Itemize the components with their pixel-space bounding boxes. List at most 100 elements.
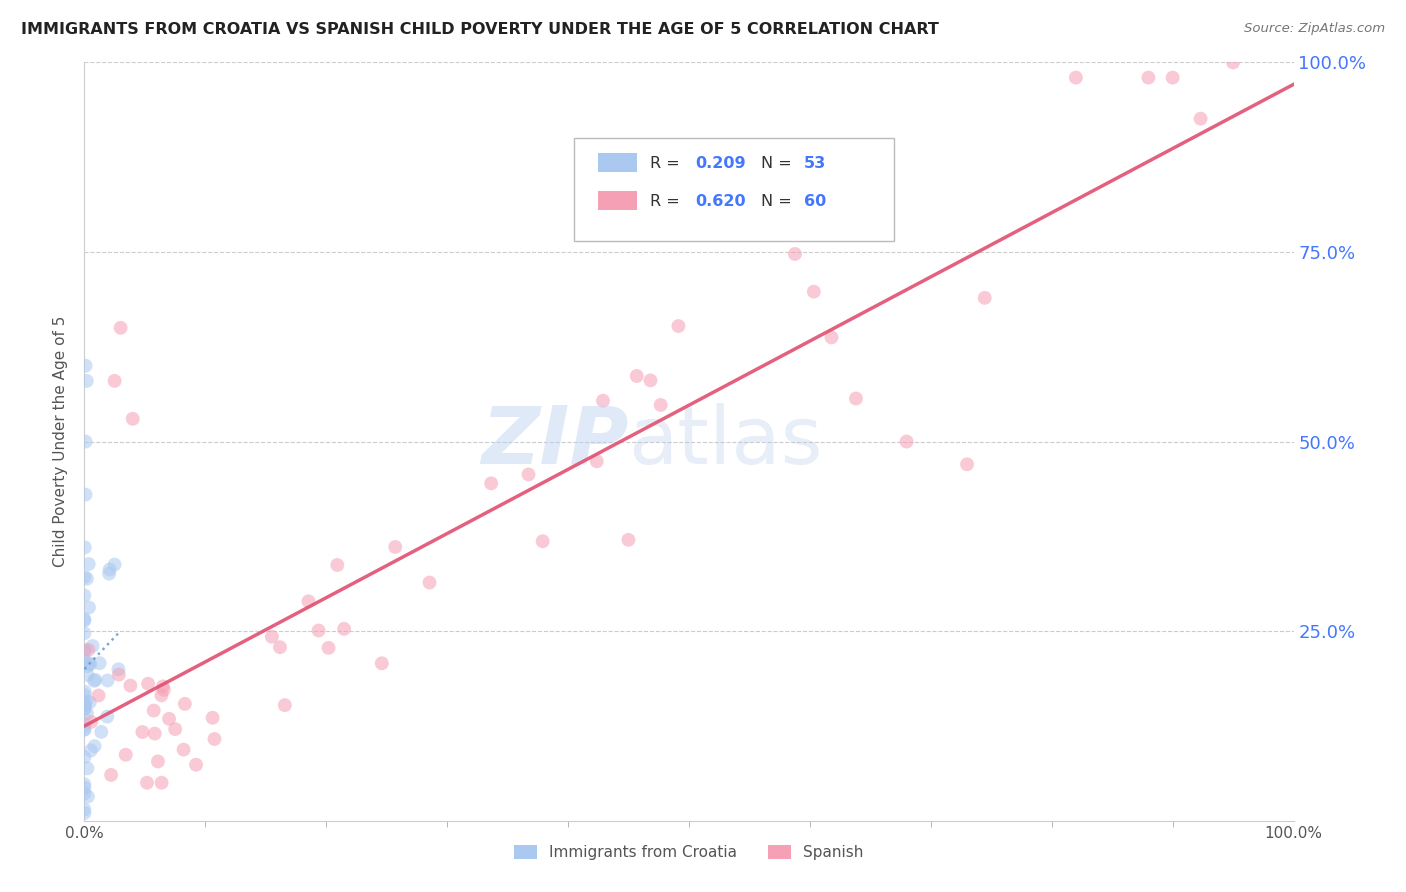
Point xyxy=(108,667,131,681)
Point xyxy=(121,412,143,426)
Point xyxy=(333,622,356,636)
Point xyxy=(75,698,97,713)
Point xyxy=(73,723,96,737)
Text: ZIP: ZIP xyxy=(481,402,628,481)
Point xyxy=(77,657,100,671)
Point xyxy=(585,454,607,468)
Point xyxy=(73,802,96,816)
Text: 0.209: 0.209 xyxy=(695,156,745,170)
FancyBboxPatch shape xyxy=(574,138,894,241)
Point xyxy=(110,320,132,334)
Point xyxy=(73,614,96,628)
Point xyxy=(531,534,554,549)
Point xyxy=(73,612,96,626)
Point xyxy=(371,657,394,671)
Point xyxy=(592,393,614,408)
Point xyxy=(75,359,97,373)
Point xyxy=(820,330,842,344)
Point xyxy=(269,640,291,655)
Point xyxy=(80,714,103,729)
Point xyxy=(75,694,97,708)
Point xyxy=(76,572,98,586)
Point xyxy=(146,755,169,769)
Point xyxy=(73,589,96,603)
Point xyxy=(97,673,120,688)
Point xyxy=(96,709,118,723)
Point xyxy=(90,725,112,739)
Point xyxy=(1222,55,1244,70)
Point xyxy=(1064,70,1087,85)
Point xyxy=(150,776,173,790)
Text: 0.620: 0.620 xyxy=(695,194,745,209)
Point xyxy=(79,695,101,709)
Point xyxy=(98,562,121,576)
Text: IMMIGRANTS FROM CROATIA VS SPANISH CHILD POVERTY UNDER THE AGE OF 5 CORRELATION : IMMIGRANTS FROM CROATIA VS SPANISH CHILD… xyxy=(21,22,939,37)
Point xyxy=(668,319,690,334)
Text: 60: 60 xyxy=(804,194,827,209)
Point xyxy=(73,541,96,555)
Point xyxy=(73,780,96,795)
Point xyxy=(107,662,129,676)
Point xyxy=(84,673,107,687)
Point xyxy=(73,645,96,659)
Point xyxy=(297,594,319,608)
Point xyxy=(73,777,96,791)
Point xyxy=(76,789,98,804)
Point xyxy=(308,624,330,638)
Point xyxy=(73,570,96,584)
Point xyxy=(1189,112,1212,126)
Point xyxy=(201,711,224,725)
Point xyxy=(83,739,105,753)
Point xyxy=(73,697,96,711)
Point xyxy=(1137,70,1160,85)
Point xyxy=(517,467,540,482)
Point xyxy=(650,398,672,412)
Point xyxy=(76,659,98,673)
Point xyxy=(131,725,153,739)
Point xyxy=(104,558,127,572)
Point xyxy=(76,761,98,775)
Point xyxy=(73,688,96,702)
Point xyxy=(79,657,101,672)
Text: R =: R = xyxy=(650,194,685,209)
Point xyxy=(326,558,349,572)
Text: 53: 53 xyxy=(804,156,827,170)
Text: atlas: atlas xyxy=(628,402,823,481)
FancyBboxPatch shape xyxy=(599,191,637,211)
Point xyxy=(783,247,806,261)
Point xyxy=(89,656,111,670)
Point xyxy=(626,369,648,384)
Point xyxy=(184,757,207,772)
Point xyxy=(87,689,110,703)
Point xyxy=(100,768,122,782)
Point xyxy=(1161,70,1184,85)
Point xyxy=(73,654,96,668)
Point xyxy=(803,285,825,299)
Point xyxy=(274,698,297,713)
Point xyxy=(75,434,97,449)
Point xyxy=(152,679,174,693)
Point xyxy=(640,373,662,387)
Point xyxy=(173,697,195,711)
Point xyxy=(73,626,96,640)
Point xyxy=(73,750,96,764)
Y-axis label: Child Poverty Under the Age of 5: Child Poverty Under the Age of 5 xyxy=(53,316,69,567)
Point xyxy=(153,682,176,697)
Point xyxy=(142,704,165,718)
Point xyxy=(617,533,640,547)
Text: R =: R = xyxy=(650,156,685,170)
Point xyxy=(956,458,979,472)
Point xyxy=(318,640,340,655)
Point xyxy=(173,742,195,756)
Point xyxy=(73,787,96,801)
Point xyxy=(260,630,283,644)
Point xyxy=(73,685,96,699)
Point xyxy=(73,717,96,731)
Point xyxy=(77,600,100,615)
Point xyxy=(73,702,96,716)
Point xyxy=(77,557,100,571)
Point xyxy=(73,806,96,821)
Point xyxy=(82,639,104,653)
Point xyxy=(76,374,98,388)
Point xyxy=(73,702,96,716)
